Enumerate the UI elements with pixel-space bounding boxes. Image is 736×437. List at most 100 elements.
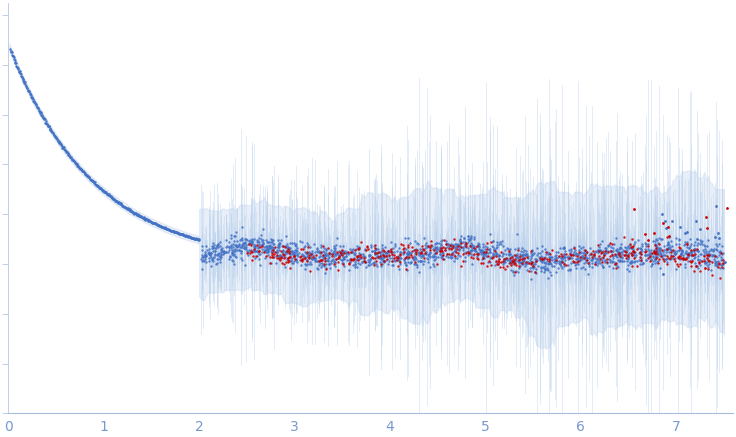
- Point: [432, 253, 444, 260]
- Point: [310, 252, 322, 259]
- Point: [428, 253, 440, 260]
- Point: [504, 250, 516, 257]
- Point: [388, 249, 400, 256]
- Point: [711, 259, 723, 266]
- Point: [526, 259, 538, 266]
- Point: [473, 243, 485, 250]
- Point: [305, 255, 316, 262]
- Point: [388, 261, 400, 268]
- Point: [556, 264, 568, 271]
- Point: [37, 112, 49, 119]
- Point: [654, 250, 666, 257]
- Point: [457, 251, 469, 258]
- Point: [337, 260, 349, 267]
- Point: [523, 259, 535, 266]
- Point: [233, 246, 244, 253]
- Point: [86, 177, 98, 184]
- Point: [682, 251, 693, 258]
- Point: [682, 243, 693, 250]
- Point: [416, 254, 428, 261]
- Point: [270, 249, 282, 256]
- Point: [508, 257, 520, 264]
- Point: [349, 250, 361, 257]
- Point: [677, 255, 689, 262]
- Point: [256, 249, 268, 256]
- Point: [244, 237, 255, 244]
- Point: [336, 251, 347, 258]
- Point: [221, 243, 233, 250]
- Point: [657, 211, 668, 218]
- Point: [652, 239, 664, 246]
- Point: [701, 250, 713, 257]
- Point: [295, 252, 307, 259]
- Point: [88, 178, 100, 185]
- Point: [257, 240, 269, 247]
- Point: [517, 252, 528, 259]
- Point: [337, 249, 349, 256]
- Point: [42, 122, 54, 129]
- Point: [251, 247, 263, 254]
- Point: [213, 240, 224, 247]
- Point: [227, 249, 238, 256]
- Point: [286, 247, 297, 254]
- Point: [38, 114, 50, 121]
- Point: [204, 251, 216, 258]
- Point: [537, 257, 549, 264]
- Point: [257, 226, 269, 233]
- Point: [622, 253, 634, 260]
- Point: [365, 242, 377, 249]
- Point: [578, 247, 590, 254]
- Point: [674, 256, 686, 263]
- Point: [402, 267, 414, 274]
- Point: [285, 248, 297, 255]
- Point: [622, 256, 634, 263]
- Point: [662, 255, 673, 262]
- Point: [575, 254, 587, 261]
- Point: [350, 257, 362, 264]
- Point: [289, 246, 300, 253]
- Point: [34, 109, 46, 116]
- Point: [229, 253, 241, 260]
- Point: [280, 264, 291, 271]
- Point: [392, 255, 404, 262]
- Point: [651, 259, 663, 266]
- Point: [616, 255, 628, 262]
- Point: [328, 245, 339, 252]
- Point: [522, 250, 534, 257]
- Point: [100, 189, 112, 196]
- Point: [651, 257, 663, 264]
- Point: [282, 257, 294, 264]
- Point: [322, 252, 334, 259]
- Point: [261, 236, 272, 243]
- Point: [520, 267, 532, 274]
- Point: [38, 114, 49, 121]
- Point: [351, 256, 363, 263]
- Point: [240, 243, 252, 250]
- Point: [233, 241, 245, 248]
- Point: [626, 263, 637, 270]
- Point: [597, 264, 609, 271]
- Point: [131, 211, 143, 218]
- Point: [347, 248, 358, 255]
- Point: [438, 237, 450, 244]
- Point: [223, 246, 235, 253]
- Point: [619, 248, 631, 255]
- Point: [280, 248, 292, 255]
- Point: [446, 253, 458, 260]
- Point: [431, 246, 442, 253]
- Point: [93, 183, 105, 190]
- Point: [178, 232, 190, 239]
- Point: [708, 245, 720, 252]
- Point: [278, 255, 290, 262]
- Point: [447, 242, 459, 249]
- Point: [661, 245, 673, 252]
- Point: [675, 254, 687, 261]
- Point: [378, 248, 389, 255]
- Point: [552, 264, 564, 271]
- Point: [497, 263, 509, 270]
- Point: [555, 258, 567, 265]
- Point: [251, 253, 263, 260]
- Point: [550, 251, 562, 258]
- Point: [599, 244, 611, 251]
- Point: [533, 254, 545, 261]
